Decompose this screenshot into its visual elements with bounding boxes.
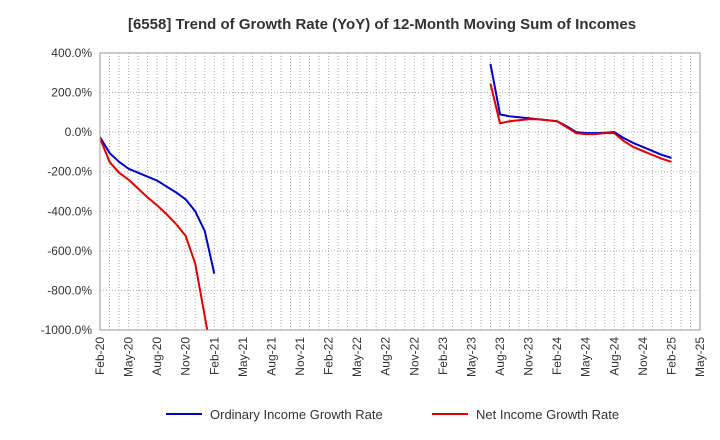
x-tick-label: Aug-22 — [379, 337, 393, 376]
x-tick-label: Nov-24 — [636, 337, 650, 376]
y-tick-label: 400.0% — [51, 46, 92, 60]
x-tick-label: Feb-23 — [436, 337, 450, 375]
x-tick-label: May-25 — [693, 337, 707, 377]
x-tick-label: May-21 — [236, 337, 250, 377]
series-lines — [100, 63, 672, 330]
y-tick-label: -1000.0% — [41, 323, 93, 337]
x-tick-label: May-20 — [122, 337, 136, 377]
x-tick-label: Nov-23 — [522, 337, 536, 376]
legend-label: Net Income Growth Rate — [476, 407, 619, 422]
grid — [100, 52, 700, 331]
x-tick-label: Aug-23 — [493, 337, 507, 376]
y-tick-label: -400.0% — [47, 204, 92, 218]
y-tick-label: 0.0% — [65, 125, 93, 139]
series-line-1 — [100, 136, 216, 274]
x-tick-label: Aug-20 — [150, 337, 164, 376]
y-tick-label: -800.0% — [47, 283, 92, 297]
x-tick-label: May-22 — [350, 337, 364, 377]
x-tick-label: Feb-21 — [207, 337, 221, 375]
x-tick-label: Aug-21 — [264, 337, 278, 376]
x-tick-label: Nov-21 — [293, 337, 307, 376]
y-tick-label: 200.0% — [51, 86, 92, 100]
x-tick-label: Feb-22 — [322, 337, 336, 375]
plot-frame — [99, 52, 701, 331]
x-tick-label: Aug-24 — [607, 337, 621, 376]
chart-title: [6558] Trend of Growth Rate (YoY) of 12-… — [128, 16, 636, 33]
x-tick-label: May-24 — [579, 337, 593, 377]
x-tick-label: Nov-22 — [407, 337, 421, 376]
y-tick-label: -600.0% — [47, 244, 92, 258]
legend: Ordinary Income Growth Rate Net Income Gr… — [166, 407, 619, 422]
x-tick-label: Feb-20 — [93, 337, 107, 375]
series-line-2 — [489, 83, 672, 163]
x-tick-label: May-23 — [464, 337, 478, 377]
legend-label: Ordinary Income Growth Rate — [210, 407, 383, 422]
series-line-2 — [100, 137, 209, 330]
x-axis: Feb-20 May-20 Aug-20 Nov-20 Feb-21 May-21 Aug-… — [93, 337, 707, 377]
x-tick-label: Feb-25 — [664, 337, 678, 375]
y-tick-label: -200.0% — [47, 165, 92, 179]
x-tick-label: Feb-24 — [550, 337, 564, 375]
x-tick-label: Nov-20 — [179, 337, 193, 376]
series-line-1 — [489, 63, 672, 159]
y-axis: 400.0% 200.0% 0.0% -200.0% -400.0% -600.0% -80… — [41, 46, 93, 337]
